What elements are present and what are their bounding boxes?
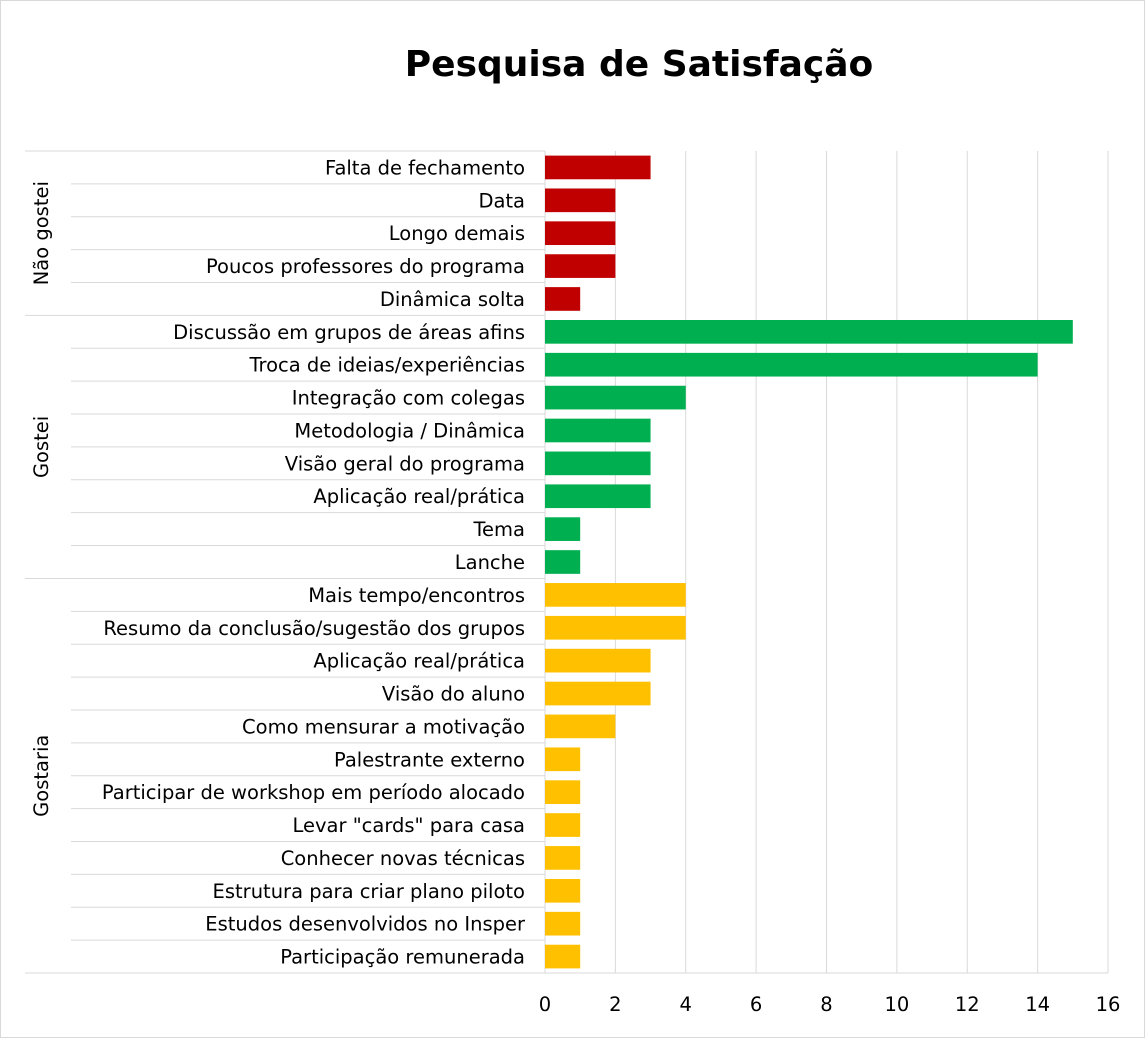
bar [545,418,651,443]
bar [545,615,686,640]
bar [545,583,686,607]
category-labels: Falta de fechamento Data Longo demais Pouco… [102,156,526,968]
category-label: Longo demais [389,222,525,245]
category-label: Mais tempo/encontros [308,584,525,607]
bar [545,681,651,706]
category-label: Estrutura para criar plano piloto [213,880,525,903]
bar [545,352,1038,377]
category-label: Conhecer novas técnicas [281,847,525,870]
category-label: Participação remunerada [280,946,525,969]
bar [545,944,581,969]
category-label: Visão geral do programa [285,452,525,475]
bar [545,221,616,246]
bar [545,813,581,837]
x-tick-label: 4 [680,993,692,1016]
bar [545,550,581,574]
x-tick-label: 2 [609,993,621,1016]
category-label: Visão do aluno [382,683,525,706]
category-label: Palestrante externo [334,748,525,771]
bar [545,780,581,804]
category-label: Integração com colegas [292,387,525,410]
category-label: Estudos desenvolvidos no Insper [205,913,526,936]
bar [545,254,616,278]
x-tick-label: 0 [539,993,551,1016]
chart-title: Pesquisa de Satisfação [405,44,873,85]
bar [545,188,616,213]
bar [545,484,651,509]
category-label: Poucos professores do programa [206,255,525,278]
bar [545,911,581,936]
category-label: Falta de fechamento [325,156,525,179]
bar [545,846,581,870]
x-tick-label: 12 [955,993,980,1016]
bar [545,155,651,180]
category-label: Aplicação real/prática [313,485,525,508]
x-tick-label: 6 [750,993,762,1016]
bar [545,517,581,541]
bar [545,878,581,903]
bar [545,648,651,673]
x-axis-ticks: 0 2 4 6 8 10 12 14 16 [539,993,1121,1016]
x-tick-label: 10 [884,993,909,1016]
category-label: Troca de ideias/experiências [248,354,525,377]
x-tick-label: 16 [1096,993,1121,1016]
category-label: Metodologia / Dinâmica [294,419,525,442]
category-label: Aplicação real/prática [313,650,525,673]
category-separators [25,150,545,941]
bars [545,155,1073,969]
category-label: Como mensurar a motivação [242,715,525,738]
bar [545,320,1073,344]
x-tick-label: 8 [820,993,832,1016]
x-tick-label: 14 [1025,993,1050,1016]
group-label: Gostei [30,416,53,478]
category-label: Tema [472,518,525,541]
category-label: Dinâmica solta [380,288,525,311]
bar [545,451,651,476]
category-label: Participar de workshop em período alocad… [102,781,525,804]
bar [545,714,616,739]
bar [545,385,686,410]
group-label: Gostaria [30,735,53,817]
category-label: Levar "cards" para casa [292,814,525,837]
category-label: Data [478,189,525,212]
category-label: Lanche [455,551,525,574]
category-label: Discussão em grupos de áreas afins [173,321,525,344]
category-label: Resumo da conclusão/sugestão dos grupos [103,617,525,640]
group-labels: Não gostei Gostei Gostaria [30,181,53,817]
bar [545,747,581,772]
group-label: Não gostei [30,181,53,285]
bar [545,287,581,311]
